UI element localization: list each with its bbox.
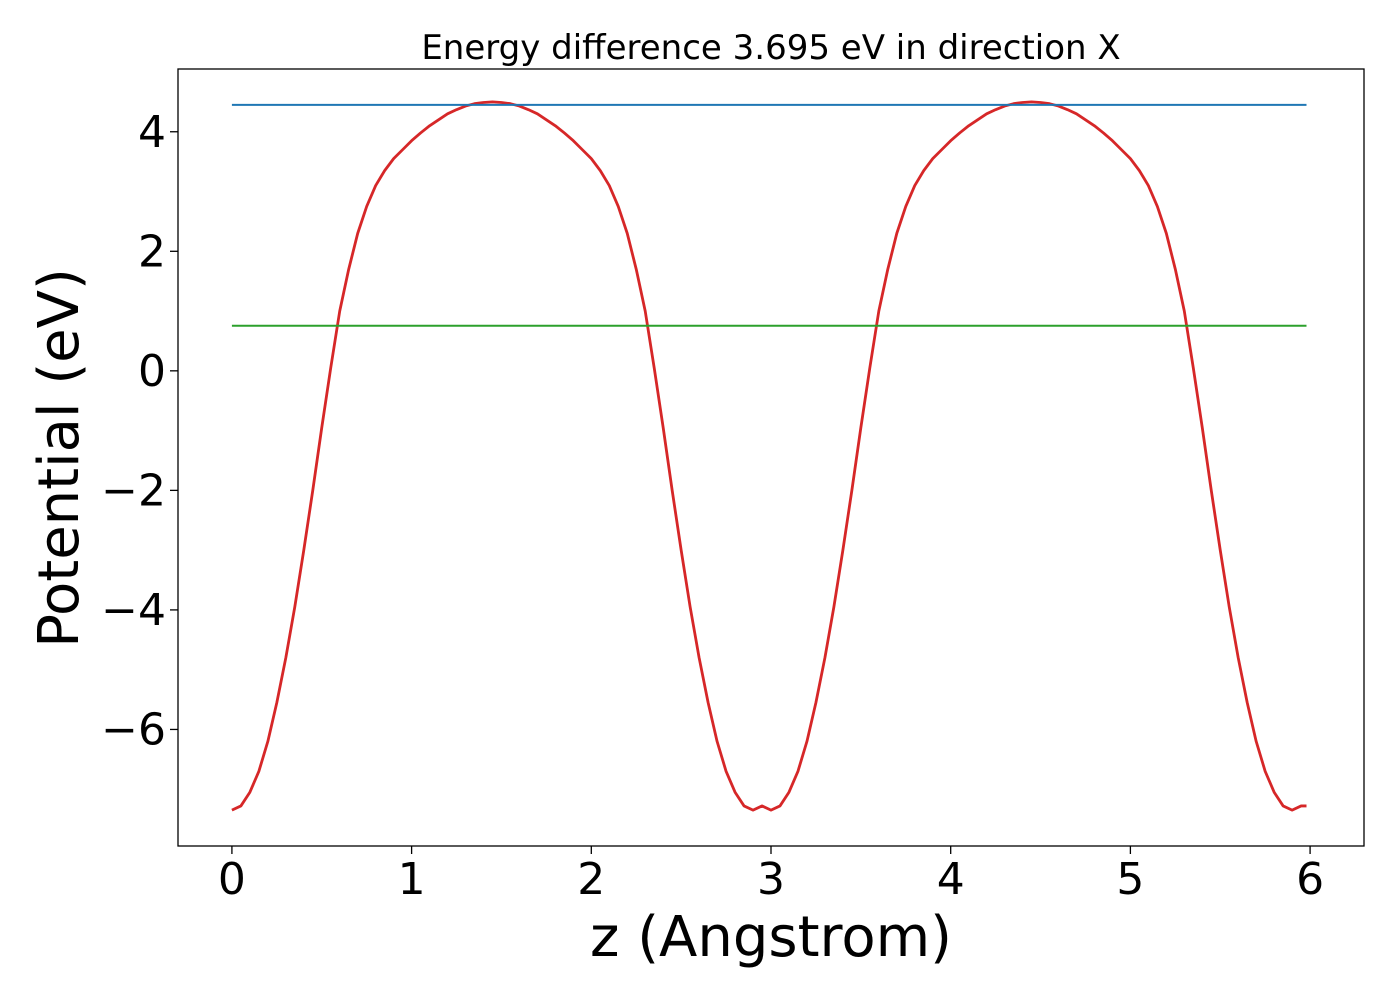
x-tick-label: 0 (218, 854, 246, 905)
y-tick-label: −6 (101, 704, 166, 755)
x-tick-label: 1 (398, 854, 426, 905)
x-axis-ticks: 0 1 2 3 4 5 6 (218, 846, 1324, 905)
y-tick-label: −4 (101, 585, 166, 636)
x-tick-label: 6 (1296, 854, 1324, 905)
potential-curve (231, 100, 1307, 812)
y-axis-label: Potential (eV) (27, 268, 92, 648)
plot-frame (177, 68, 1365, 847)
x-axis-label: z (Angstrom) (590, 905, 952, 970)
plot-series (231, 100, 1307, 812)
y-axis-ticks: −6 −4 −2 0 2 4 (101, 107, 178, 755)
x-tick-label: 4 (937, 854, 965, 905)
y-tick-label: 0 (138, 346, 166, 397)
x-tick-label: 5 (1116, 854, 1144, 905)
x-tick-label: 2 (577, 854, 605, 905)
x-tick-label: 3 (757, 854, 785, 905)
y-tick-label: 2 (138, 226, 166, 277)
y-tick-label: 4 (138, 107, 166, 158)
y-tick-label: −2 (101, 465, 166, 516)
chart-title: Energy difference 3.695 eV in direction … (421, 28, 1120, 68)
